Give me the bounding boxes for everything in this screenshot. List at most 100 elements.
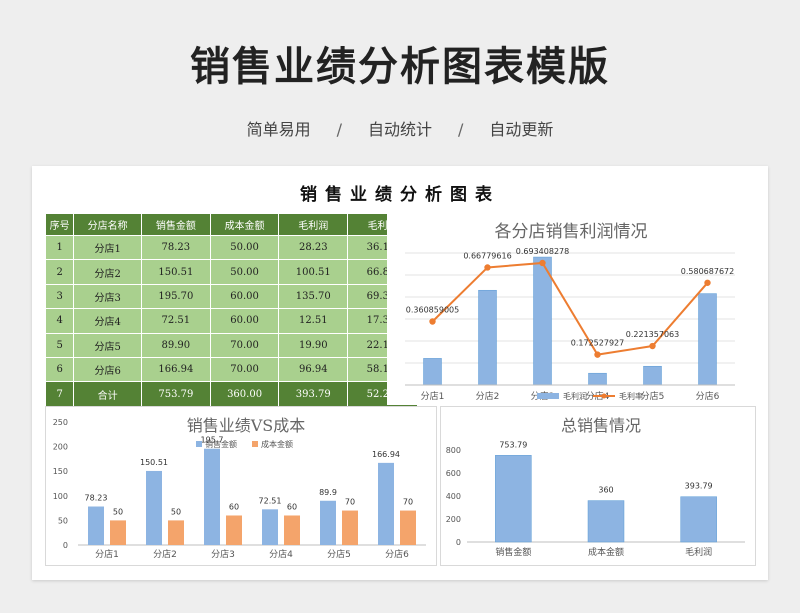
y-tick-label: 600: [446, 469, 461, 478]
sales-data-label: 78.23: [85, 494, 108, 503]
cell-index: 1: [44, 234, 75, 261]
margin-data-label: 0.580687672: [681, 267, 734, 276]
y-tick-label: 250: [53, 418, 68, 427]
cell-sales: 89.90: [140, 332, 211, 358]
legend-label-margin: 毛利率: [619, 391, 643, 401]
profit-bar: [643, 365, 662, 386]
cost-bar: [110, 520, 126, 545]
page-title: 销售业绩分析图表模版: [190, 44, 610, 90]
y-tick-label: 200: [53, 443, 68, 452]
cost-data-label: 70: [403, 498, 413, 507]
total-bar: [680, 496, 717, 543]
cell-index: 3: [44, 283, 75, 310]
total-data-label: 360: [598, 486, 613, 495]
total-bar: [587, 500, 625, 543]
cell-sales: 78.23: [140, 234, 211, 261]
sales-table: 序号 分店名称 销售金额 成本金额 毛利润 毛利率 1 分店1 78.23 50…: [44, 213, 418, 407]
margin-point: [704, 279, 711, 286]
total-sales-chart: 总销售情况 0 200 400 600 800 753.79 销售金额 360 成本金额 393.7…: [446, 416, 745, 558]
margin-data-label: 0.221357063: [626, 330, 679, 339]
profit-bar: [588, 372, 607, 386]
profit-bar: [423, 358, 442, 386]
col-header-sales: 销售金额: [140, 213, 211, 236]
tag-easy: 简单易用: [246, 120, 311, 139]
x-tick-label: 毛利润: [685, 546, 712, 558]
cell-cost: 360.00: [209, 381, 280, 407]
sales-vs-cost-chart: 销售业绩VS成本 0 50 100 150 200 250 78.23 50 分店1 150.51 5…: [53, 416, 426, 560]
y-tick-label: 800: [446, 446, 461, 455]
feature-tags: 简单易用 / 自动统计 / 自动更新: [0, 116, 800, 140]
cell-profit: 393.79: [278, 381, 349, 407]
cost-data-label: 60: [229, 502, 239, 511]
legend-label-sales: 销售金额: [205, 439, 237, 449]
cell-store: 分店3: [73, 283, 142, 310]
sales-data-label: 72.51: [259, 496, 282, 505]
cost-bar: [342, 510, 358, 545]
cost-data-label: 60: [287, 502, 297, 511]
cell-sales: 195.70: [140, 283, 211, 310]
legend-label-profit: 毛利润: [563, 391, 587, 401]
col-header-store: 分店名称: [73, 213, 142, 236]
cell-index: 5: [44, 332, 75, 358]
y-tick-label: 200: [446, 515, 461, 524]
cell-cost: 60.00: [209, 283, 280, 310]
legend-swatch-profit: [537, 393, 559, 399]
cell-cost: 60.00: [209, 308, 280, 334]
cell-index: 4: [44, 308, 75, 334]
table-row: 6 分店6 166.94 70.00 96.94 58.1%: [44, 356, 418, 383]
cell-store: 分店6: [73, 356, 142, 383]
y-tick-label: 0: [456, 538, 461, 547]
sales-bar: [204, 448, 220, 545]
col-header-index: 序号: [44, 213, 75, 236]
y-tick-label: 100: [53, 492, 68, 501]
total-data-label: 393.79: [685, 482, 713, 491]
margin-data-label: 0.172527927: [571, 339, 624, 348]
table-header-row: 序号 分店名称 销售金额 成本金额 毛利润 毛利率: [44, 213, 418, 236]
cost-bar: [168, 520, 184, 545]
sales-data-label: 166.94: [372, 450, 400, 459]
cell-profit: 96.94: [278, 356, 349, 383]
table-row: 5 分店5 89.90 70.00 19.90 22.1%: [44, 332, 418, 358]
cost-bar: [400, 510, 416, 545]
cell-sales: 72.51: [140, 308, 211, 334]
table-row: 1 分店1 78.23 50.00 28.23 36.1%: [44, 234, 418, 261]
profit-bar: [478, 289, 497, 386]
cell-index: 7: [44, 381, 75, 407]
profit-bar: [533, 256, 552, 386]
sales-data-label: 150.51: [140, 458, 168, 467]
cell-index: 6: [44, 356, 75, 383]
cell-cost: 50.00: [209, 259, 280, 285]
cell-store: 分店1: [73, 234, 142, 261]
col-header-profit: 毛利润: [278, 213, 349, 236]
margin-point: [649, 342, 656, 350]
chart-title: 销售业绩VS成本: [187, 416, 306, 435]
sales-bar: [146, 470, 162, 545]
cost-data-label: 50: [113, 507, 123, 516]
tag-auto-stat: 自动统计: [367, 120, 432, 139]
sales-data-label: 89.9: [319, 488, 337, 497]
sales-vs-cost-chart-box: 销售业绩VS成本 0 50 100 150 200 250 78.23 50 分店1 150.51 5…: [45, 406, 437, 566]
total-data-label: 753.79: [499, 440, 527, 449]
legend-label-cost: 成本金额: [261, 439, 293, 449]
cell-profit: 12.51: [278, 308, 349, 334]
chart-title: 总销售情况: [561, 416, 641, 435]
cell-profit: 19.90: [278, 332, 349, 358]
cell-sales: 150.51: [140, 259, 211, 285]
sales-bar: [378, 462, 394, 545]
legend-marker-margin: [601, 393, 607, 399]
chart-title: 各分店销售利润情况: [495, 222, 648, 242]
cell-cost: 50.00: [209, 234, 280, 261]
x-tick-label: 成本金额: [588, 546, 624, 558]
legend-swatch-sales: [196, 441, 202, 447]
col-header-cost: 成本金额: [209, 213, 280, 236]
margin-point: [429, 318, 436, 325]
x-tick-label: 分店6: [385, 548, 409, 560]
table-row: 3 分店3 195.70 60.00 135.70 69.3%: [44, 283, 418, 310]
margin-data-label: 0.693408278: [516, 247, 569, 256]
x-tick-label: 分店3: [211, 548, 235, 560]
sales-data-label: 195.7: [201, 436, 224, 445]
sales-bar: [320, 500, 336, 545]
cost-data-label: 70: [345, 498, 355, 507]
cell-profit: 100.51: [278, 259, 349, 285]
cell-store: 分店2: [73, 259, 142, 285]
